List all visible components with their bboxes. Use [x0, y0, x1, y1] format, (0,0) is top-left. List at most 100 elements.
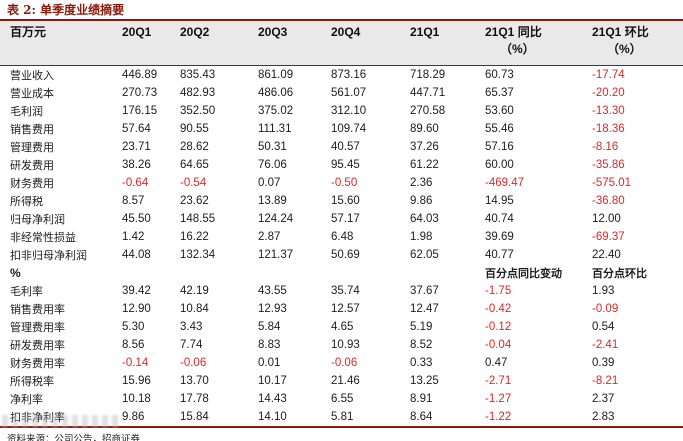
cell-value: 61.22	[410, 159, 439, 171]
cell-value: -0.06	[331, 357, 358, 369]
row-label: 归母净利润	[10, 213, 65, 226]
cell-value: -20.20	[592, 87, 625, 99]
cell-value: 8.83	[258, 339, 281, 351]
cell-value: -8.16	[592, 141, 619, 153]
column-header-20q1: 20Q1	[122, 25, 152, 39]
cell-value: 176.15	[122, 105, 158, 117]
cell-value: 873.16	[331, 69, 367, 81]
cell-value: 4.65	[331, 321, 354, 333]
cell-value: -17.74	[592, 69, 625, 81]
cell-value: 14.43	[258, 393, 287, 405]
cell-value: 718.29	[410, 69, 446, 81]
table-body: 营业收入 446.89 835.43 861.09 873.16 718.29 60.73 -…	[0, 66, 683, 428]
cell-value: 5.84	[258, 321, 281, 333]
cell-value: 375.02	[258, 105, 294, 117]
table-row: 毛利润 176.15 352.50 375.02 312.10 270.58 53.60 -1…	[0, 102, 683, 120]
cell-value: 3.43	[180, 321, 203, 333]
cell-value: 10.84	[180, 303, 209, 315]
column-header-yoy: 21Q1 同比 （%）	[485, 20, 592, 66]
cell-value: 0.07	[258, 177, 281, 189]
table-row: 研发费用 38.26 64.65 76.06 95.45 61.22 60.00 -35.86	[0, 156, 683, 174]
cell-value: 百分点环比	[592, 267, 647, 280]
cell-value: 10.17	[258, 375, 287, 387]
qoq-header-line1: 21Q1 环比	[592, 25, 649, 39]
cell-value: 132.34	[180, 249, 216, 261]
cell-value	[258, 264, 331, 282]
cell-value	[122, 264, 180, 282]
cell-value: 57.64	[122, 123, 151, 135]
cell-value: 8.57	[122, 195, 145, 207]
table-header: 百万元 20Q1 20Q2 20Q3 20Q4 21Q1 21Q1 同比 （%）…	[0, 20, 683, 66]
cell-value: 12.90	[122, 303, 151, 315]
cell-value: 40.77	[485, 249, 514, 261]
cell-value: 39.69	[485, 231, 514, 243]
row-label: 毛利率	[10, 285, 43, 298]
table-row: 所得税 8.57 23.62 13.89 15.60 9.86 14.95 -36.80	[0, 192, 683, 210]
cell-value	[180, 264, 258, 282]
cell-value: -0.54	[180, 177, 207, 189]
row-label: 扣非净利率	[10, 411, 65, 424]
row-label: 净利率	[10, 393, 43, 406]
row-label: 研发费用	[10, 159, 54, 172]
cell-value: 16.22	[180, 231, 209, 243]
cell-value: 22.40	[592, 249, 621, 261]
table-row: 归母净利润 45.50 148.55 124.24 57.17 64.03 40.74 12.…	[0, 210, 683, 228]
cell-value: 121.37	[258, 249, 294, 261]
cell-value: -1.22	[485, 411, 512, 423]
cell-value: 0.01	[258, 357, 281, 369]
cell-value: 90.55	[180, 123, 209, 135]
cell-value: -13.30	[592, 105, 625, 117]
cell-value: 561.07	[331, 87, 367, 99]
cell-value: 10.93	[331, 339, 360, 351]
cell-value: -69.37	[592, 231, 625, 243]
cell-value: 5.81	[331, 411, 354, 423]
cell-value: -0.64	[122, 177, 149, 189]
cell-value: 15.60	[331, 195, 360, 207]
cell-value: 109.74	[331, 123, 367, 135]
quarterly-results-table: 百万元 20Q1 20Q2 20Q3 20Q4 21Q1 21Q1 同比 （%）…	[0, 19, 683, 428]
cell-value: 23.62	[180, 195, 209, 207]
row-label: %	[10, 266, 21, 280]
cell-value: 64.65	[180, 159, 209, 171]
cell-value: 270.58	[410, 105, 446, 117]
cell-value: 37.67	[410, 285, 439, 297]
cell-value: 12.57	[331, 303, 360, 315]
column-header-qoq: 21Q1 环比 （%）	[592, 20, 683, 66]
cell-value: 1.93	[592, 285, 615, 297]
cell-value: 12.47	[410, 303, 439, 315]
cell-value: 13.89	[258, 195, 287, 207]
table-row: 销售费用 57.64 90.55 111.31 109.74 89.60 55.46 -18.…	[0, 120, 683, 138]
row-label: 扣非归母净利润	[10, 249, 87, 262]
row-label: 销售费用	[10, 123, 54, 136]
cell-value: 2.87	[258, 231, 281, 243]
table-row: 营业成本 270.73 482.93 486.06 561.07 447.71 65.37 -…	[0, 84, 683, 102]
cell-value: 15.84	[180, 411, 209, 423]
cell-value: 39.42	[122, 285, 151, 297]
cell-value: 270.73	[122, 87, 158, 99]
cell-value: -0.04	[485, 339, 512, 351]
cell-value	[331, 264, 410, 282]
yoy-header-unit: （%）	[500, 42, 535, 56]
source-note: 资料来源：公司公告，招商证券	[7, 434, 141, 441]
cell-value: 2.37	[592, 393, 615, 405]
cell-value: -575.01	[592, 177, 632, 189]
cell-value: 64.03	[410, 213, 439, 225]
cell-value: 45.50	[122, 213, 151, 225]
cell-value: 50.69	[331, 249, 360, 261]
table-row: 扣非归母净利润 44.08 132.34 121.37 50.69 62.05 40.77 2…	[0, 246, 683, 264]
cell-value: 482.93	[180, 87, 216, 99]
cell-value: 8.56	[122, 339, 145, 351]
column-header-21q1: 21Q1	[410, 25, 440, 39]
row-label: 所得税	[10, 195, 43, 208]
row-label: 财务费用	[10, 177, 54, 190]
cell-value: -2.71	[485, 375, 512, 387]
cell-value: 1.98	[410, 231, 433, 243]
cell-value: 50.31	[258, 141, 287, 153]
row-label: 营业成本	[10, 87, 54, 100]
cell-value: 447.71	[410, 87, 446, 99]
cell-value: 57.16	[485, 141, 514, 153]
column-header-20q2: 20Q2	[180, 25, 210, 39]
cell-value: 148.55	[180, 213, 216, 225]
cell-value: -0.50	[331, 177, 358, 189]
table-row: 所得税率 15.96 13.70 10.17 21.46 13.25 -2.71 -8.21	[0, 372, 683, 390]
